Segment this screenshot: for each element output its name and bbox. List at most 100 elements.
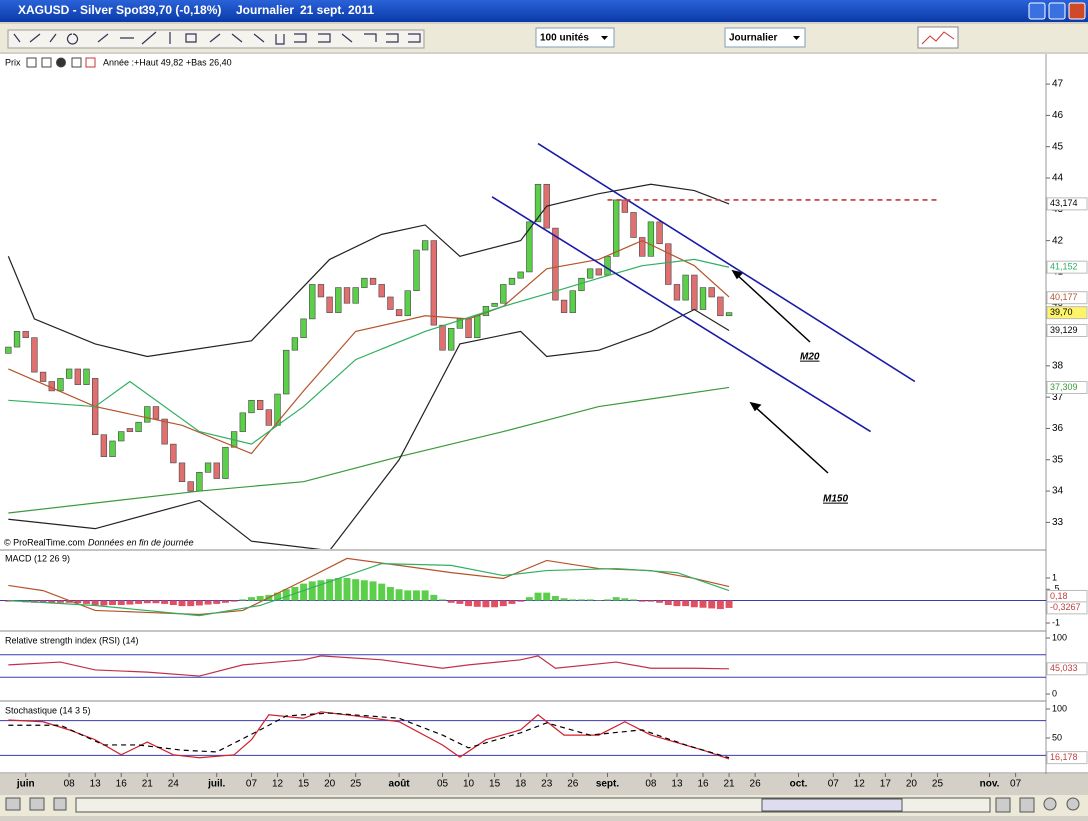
histogram-bar [543,592,551,601]
candle [291,337,299,351]
tool-icons[interactable] [7,29,425,49]
candle [517,271,524,279]
histogram-bar [430,594,438,601]
panel-icons[interactable] [26,57,96,68]
panel-title: MACD (12 26 9) [5,553,70,563]
value-label-box [1046,324,1088,338]
candle [118,431,125,442]
x-tick-label: 21 [723,779,735,790]
value-label-box [1046,380,1088,394]
value-label-box [1046,197,1088,211]
value-label-box [1046,751,1088,765]
value-label: 40,177 [1050,292,1078,302]
chart-button[interactable] [917,26,959,49]
y-tick-label: 100 [1052,632,1067,642]
panel-title: Stochastique (14 3 5) [5,705,91,715]
y-tick-label: 0 [1052,688,1057,698]
chart-area [0,54,1088,774]
histogram-bar [577,599,585,601]
x-tick-label: 10 [463,779,475,790]
candle [552,227,559,301]
plot-area [0,711,1046,760]
histogram-bar [117,600,125,606]
x-tick-label: 23 [541,779,553,790]
histogram-bar [412,590,420,601]
annotation: M150 [823,494,848,505]
x-tick-label: 07 [828,779,840,790]
histogram-bar [456,600,464,604]
chart-button-icon [921,31,955,45]
histogram-bar [525,597,533,601]
x-tick-label: 25 [350,779,362,790]
histogram-bar [421,590,429,601]
candle [413,249,420,292]
histogram-bar [647,600,655,602]
x-tick-label: 07 [1010,779,1022,790]
y-tick-label: 33 [1052,517,1064,528]
y-tick-label: -1 [1052,617,1060,627]
x-tick-label: 12 [854,779,866,790]
candle [144,406,151,423]
histogram-bar [673,600,681,607]
candle [126,428,134,432]
units-select[interactable] [535,27,615,48]
candle [265,409,273,426]
candle [135,421,142,432]
histogram-bar [126,600,134,605]
histogram-bar [473,600,481,607]
candle [248,399,255,414]
candle [699,287,707,310]
indicator-line [7,183,730,358]
indicator-line [8,258,730,445]
panel-title: Prix [5,57,21,67]
candle [613,199,620,257]
quote: 39,70 (-0,18%) [142,3,221,17]
candle [404,290,411,317]
window-buttons[interactable] [1028,2,1086,20]
histogram-bar [716,600,724,610]
candle [569,290,576,313]
candle [65,368,73,379]
candle [317,284,325,298]
candle [161,418,168,445]
histogram-bar [152,600,160,604]
window-title: XAGUSD - Silver Spot [18,3,143,17]
candle [239,412,246,432]
histogram-bar [169,600,177,606]
histogram-bar [248,597,255,601]
histogram-bar [386,587,394,601]
y-tick-label: 100 [1052,703,1067,713]
histogram-bar [534,592,542,601]
candle [673,284,681,301]
x-tick-label: 08 [645,779,657,790]
candle [717,296,724,317]
indicator-line [8,308,730,549]
histogram-bar [39,600,47,603]
histogram-bar [682,600,690,607]
histogram-bar [352,579,360,601]
histogram-bar [83,600,90,604]
histogram-bar [317,580,325,601]
candle [39,371,47,382]
candle [22,331,29,338]
value-label: 0,18 [1050,591,1068,601]
period-text: Journalier [729,33,777,44]
histogram-bar [699,600,707,608]
y-tick-label: 34 [1052,486,1064,497]
histogram-bar [91,600,99,606]
histogram-bar [569,599,577,601]
title-bar [0,0,1088,22]
period-select[interactable] [724,27,806,48]
bottom-icons[interactable] [5,797,1080,813]
value-label: 37,309 [1050,382,1078,392]
candle [430,240,437,326]
histogram-bar [300,583,308,601]
histogram-bar [213,600,221,604]
histogram-bar [656,600,664,603]
x-tick-label: 20 [324,779,336,790]
candle [508,277,516,285]
x-tick-label: 25 [932,779,944,790]
value-label: -0,3267 [1050,602,1081,612]
value-label: 43,174 [1050,198,1078,208]
